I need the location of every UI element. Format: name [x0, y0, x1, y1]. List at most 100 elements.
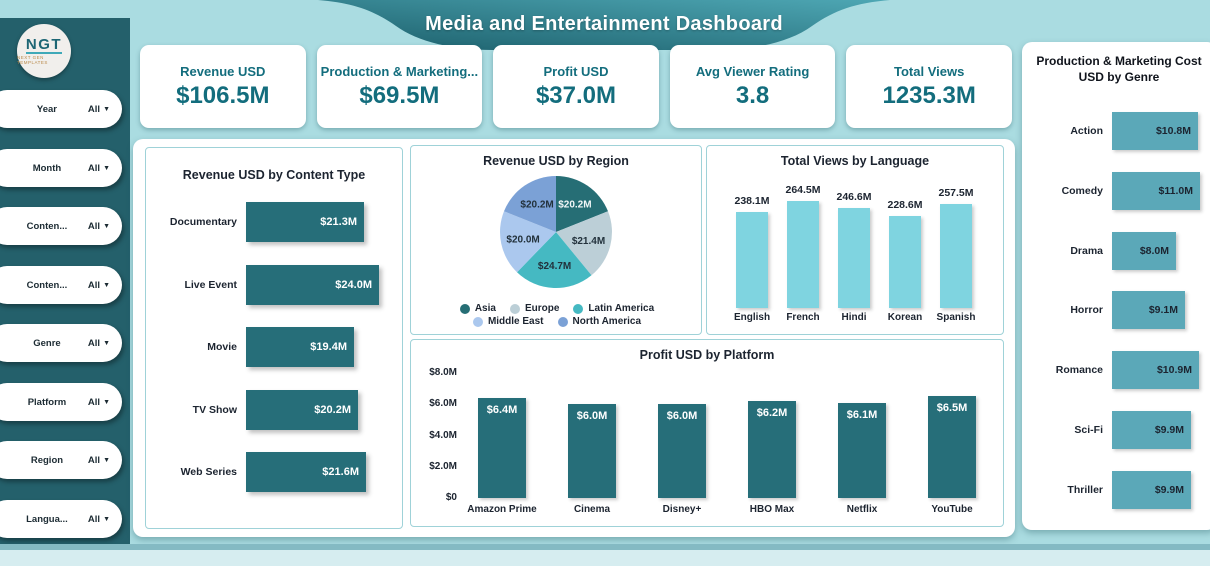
bar-web-series: $21.6M — [246, 452, 366, 492]
chart-title: Production & Marketing Cost USD by Genre — [1036, 54, 1202, 84]
y-axis-tick: $8.0M — [429, 367, 457, 378]
pie-slice-europe — [556, 211, 612, 276]
bar-value-label: $6.4M — [486, 404, 518, 416]
bar-hbo-max — [748, 401, 796, 498]
filter-label: Langua... — [26, 513, 68, 525]
pie-slice-middle-east — [500, 211, 556, 273]
pie-slice-latin-america — [517, 232, 592, 289]
bar-category-label: Horror — [1070, 304, 1103, 316]
bar-value-label: 228.6M — [887, 199, 923, 211]
legend-item-asia: Asia — [459, 303, 496, 314]
bar-row-drama: Drama $8.0M — [1022, 232, 1210, 270]
bar-category-label: Drama — [1070, 245, 1103, 257]
bar-value-label: $20.2M — [314, 404, 351, 416]
bar-row-comedy: Comedy $11.0M — [1022, 172, 1210, 210]
filter-genre-dropdown[interactable]: Genre All ▼ — [0, 324, 122, 362]
chevron-down-icon: ▼ — [103, 164, 110, 172]
chevron-down-icon: ▼ — [103, 398, 110, 406]
bar-value-label: $6.0M — [576, 410, 608, 422]
footer-strip — [0, 550, 1210, 566]
sidebar-filters: Year All ▼ Month All ▼ Conten... All ▼ Conten... A… — [0, 18, 130, 546]
pie-legend: Asia Europe Latin America Middle East North … — [421, 303, 693, 327]
legend-label: Europe — [524, 303, 560, 314]
pie-slice-value-label: $20.0M — [506, 235, 539, 246]
kpi-card-profit-usd: Profit USD $37.0M — [493, 45, 659, 128]
bar-drama: $8.0M — [1112, 232, 1176, 270]
charts-panel: Revenue USD by Content Type Documentary $… — [133, 139, 1015, 537]
bar-row-web-series: Web Series $21.6M — [146, 452, 402, 492]
bar-horror: $9.1M — [1112, 291, 1185, 329]
filter-selected-value: All — [87, 103, 101, 115]
kpi-value: $69.5M — [359, 81, 440, 109]
filter-year-dropdown[interactable]: Year All ▼ — [0, 90, 122, 128]
filter-langua-dropdown[interactable]: Langua... All ▼ — [0, 500, 122, 538]
pie-slice-value-label: $24.7M — [538, 261, 571, 272]
bar-row-sci-fi: Sci-Fi $9.9M — [1022, 411, 1210, 449]
bar-row-movie: Movie $19.4M — [146, 327, 402, 367]
pie-slice-asia — [556, 176, 608, 232]
kpi-value: 3.8 — [735, 81, 770, 109]
bar-category-label: Netflix — [846, 504, 878, 515]
pie-slice-value-label: $20.2M — [520, 200, 553, 211]
bar-live-event: $24.0M — [246, 265, 379, 305]
header-banner — [318, 0, 890, 50]
legend-item-middle-east: Middle East — [472, 316, 544, 327]
bar-category-label: YouTube — [931, 504, 973, 515]
filter-label: Region — [30, 454, 64, 466]
bar-value-label: 264.5M — [785, 184, 821, 196]
bar-value-label: $6.5M — [936, 402, 968, 414]
kpi-value: 1235.3M — [882, 81, 976, 109]
bar-category-label: Live Event — [184, 279, 237, 291]
chart-title: Total Views by Language — [780, 154, 930, 168]
bar-category-label: HBO Max — [749, 504, 795, 515]
legend-swatch — [459, 303, 470, 314]
chevron-down-icon: ▼ — [103, 456, 110, 464]
legend-swatch — [472, 316, 483, 327]
filter-selected-value: All — [87, 279, 101, 291]
bar-disney — [658, 404, 706, 498]
sidebar: NGT NEXT GEN TEMPLATES Year All ▼ Month All ▼… — [0, 18, 130, 546]
filter-conten-dropdown[interactable]: Conten... All ▼ — [0, 207, 122, 245]
chevron-down-icon: ▼ — [103, 281, 110, 289]
filter-selected-value: All — [87, 220, 101, 232]
bar-category-label: English — [733, 312, 771, 323]
filter-region-dropdown[interactable]: Region All ▼ — [0, 441, 122, 479]
bar-row-tv-show: TV Show $20.2M — [146, 390, 402, 430]
genre-plot: Action $10.8M Comedy $11.0M Drama $8.0M Horror… — [1022, 42, 1210, 530]
kpi-card-revenue-usd: Revenue USD $106.5M — [140, 45, 306, 128]
legend-item-latin-america: Latin America — [573, 303, 654, 314]
kpi-value: $37.0M — [535, 81, 617, 109]
y-axis-tick: $6.0M — [429, 398, 457, 409]
bar-category-label: Action — [1070, 125, 1103, 137]
pie-slice-value-label: $20.2M — [558, 200, 591, 211]
bar-documentary: $21.3M — [246, 202, 364, 242]
filter-selected-value: All — [87, 162, 101, 174]
bar-value-label: $24.0M — [335, 279, 372, 291]
bar-netflix — [838, 403, 886, 498]
filter-label: Year — [36, 103, 57, 115]
filter-selected-value: All — [87, 396, 101, 408]
footer-divider — [0, 544, 1210, 550]
bar-thriller: $9.9M — [1112, 471, 1191, 509]
bar-category-label: Sci-Fi — [1074, 424, 1103, 436]
logo-text: NGT — [25, 35, 63, 55]
bar-category-label: Cinema — [573, 504, 611, 515]
bar-category-label: Comedy — [1061, 185, 1103, 197]
kpi-label: Total Views — [894, 63, 965, 79]
bar-value-label: $6.2M — [756, 407, 788, 419]
filter-platform-dropdown[interactable]: Platform All ▼ — [0, 383, 122, 421]
bar-action: $10.8M — [1112, 112, 1198, 150]
bar-value-label: 238.1M — [734, 195, 770, 207]
chart-profit-by-platform: Profit USD by Platform $0 $2.0M $4.0M $6.0M… — [410, 339, 1004, 527]
bar-category-label: Thriller — [1067, 484, 1103, 496]
ngt-logo-icon: NGT NEXT GEN TEMPLATES — [17, 24, 71, 78]
filter-conten-dropdown[interactable]: Conten... All ▼ — [0, 266, 122, 304]
filter-month-dropdown[interactable]: Month All ▼ — [0, 149, 122, 187]
legend-item-europe: Europe — [509, 303, 560, 314]
bar-value-label: $9.1M — [1148, 304, 1178, 316]
bar-row-documentary: Documentary $21.3M — [146, 202, 402, 242]
bar-value-label: 257.5M — [938, 187, 974, 199]
bar-category-label: TV Show — [192, 404, 237, 416]
chevron-down-icon: ▼ — [103, 515, 110, 523]
